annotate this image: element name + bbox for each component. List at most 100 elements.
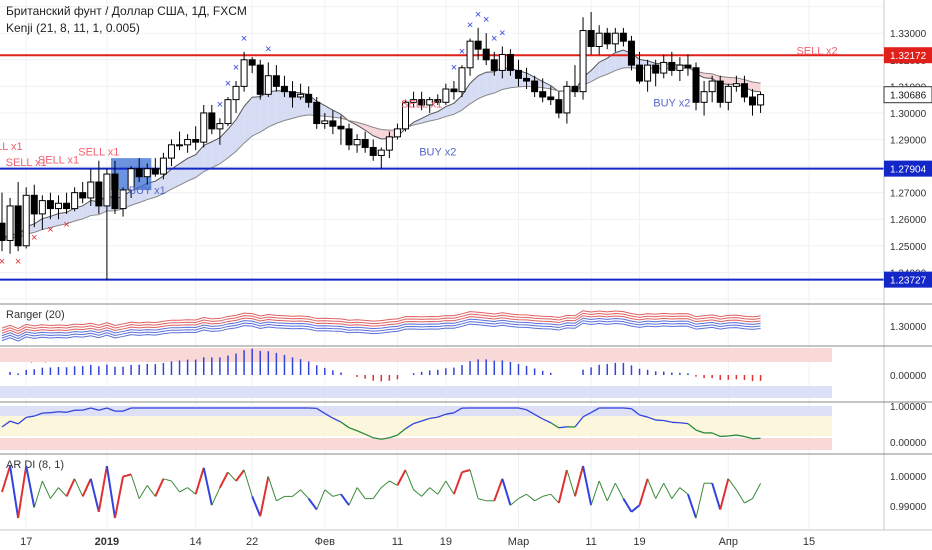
tdi-tick-high: 1.00000 <box>890 402 927 413</box>
tdi-line-segment <box>526 409 535 416</box>
price-tick-label: 1.26000 <box>890 215 927 226</box>
ardi-line-segment <box>574 465 585 497</box>
buy-cross-mark: × <box>451 62 457 74</box>
ardi-line-segment <box>671 487 681 499</box>
tdi-line-segment <box>437 413 447 418</box>
ardi-line-segment <box>526 493 535 502</box>
ranger-band <box>1 322 761 342</box>
candle-body <box>143 168 151 178</box>
candle-body <box>442 88 450 103</box>
ma-envelope-segment <box>591 62 600 82</box>
tdi-line-segment <box>26 415 35 418</box>
candle-body <box>95 181 103 207</box>
sell-cross-mark: × <box>0 256 5 268</box>
ma-envelope-segment <box>284 90 293 121</box>
candle-body <box>103 173 111 207</box>
ardi-line-segment <box>89 478 100 513</box>
candle-body <box>684 64 692 69</box>
time-tick-label: Фев <box>315 536 335 548</box>
candle-body <box>297 93 305 98</box>
ma-envelope-segment <box>324 105 333 118</box>
ardi-line-segment <box>227 471 237 482</box>
ardi-line-segment <box>501 478 512 506</box>
candle-body <box>603 32 611 45</box>
candle-body <box>272 75 280 87</box>
ma-envelope-segment <box>494 67 503 94</box>
ardi-line-segment <box>534 495 543 502</box>
tdi-line-segment <box>413 420 422 425</box>
candle-body <box>636 64 644 82</box>
ardi-line-segment <box>606 482 616 502</box>
candle-body <box>71 192 79 210</box>
level-price-tag-label: 1.23727 <box>890 276 927 287</box>
candle-body <box>523 77 531 82</box>
ardi-line-segment <box>187 487 196 495</box>
candle-body <box>30 194 38 215</box>
candle-body <box>619 32 627 42</box>
ranger-band <box>1 320 761 340</box>
time-tick-label: 19 <box>633 536 645 548</box>
ma-envelope-segment <box>615 50 624 71</box>
candle-body <box>757 94 765 106</box>
candle-body <box>531 80 539 93</box>
candle-body <box>652 64 660 74</box>
candle-body <box>506 53 514 71</box>
ardi-line-segment <box>81 478 92 497</box>
candle-body <box>579 30 587 93</box>
buy-cross-mark: × <box>499 28 505 40</box>
ma-envelope-segment <box>744 79 753 92</box>
candle-body <box>232 85 240 101</box>
ma-envelope-segment <box>179 158 188 186</box>
ma-envelope-segment <box>163 169 172 194</box>
candle-body <box>450 88 458 93</box>
candle-body <box>79 192 87 199</box>
candle-body <box>393 128 401 138</box>
candle-body <box>571 85 579 93</box>
ma-envelope-segment <box>260 91 269 133</box>
candle-body <box>38 200 46 215</box>
ardi-line-segment <box>380 480 390 488</box>
tdi-line-segment <box>663 419 672 423</box>
candle-body <box>611 32 619 45</box>
sub-panel-title: AR DI (8, 1) <box>6 459 64 471</box>
tdi-line-segment <box>550 422 560 429</box>
candle-body <box>700 91 708 103</box>
ardi-line-segment <box>582 465 593 506</box>
ma-envelope-segment <box>470 75 479 104</box>
ardi-line-segment <box>171 480 180 493</box>
candle-body <box>668 61 676 71</box>
ardi-line-segment <box>17 465 28 519</box>
ardi-line-segment <box>292 489 301 497</box>
candle-body <box>184 139 192 146</box>
candle-body <box>216 123 224 130</box>
candle-body <box>361 139 369 148</box>
ardi-line-segment <box>219 471 229 489</box>
candle-body <box>151 168 159 175</box>
ardi-line-segment <box>518 493 527 500</box>
candle-body <box>280 85 288 93</box>
ardi-line-segment <box>41 480 51 499</box>
ardi-line-segment <box>25 465 36 508</box>
ma-envelope-segment <box>453 95 462 115</box>
ardi-line-segment <box>307 498 318 511</box>
ardi-line-segment <box>687 493 697 519</box>
ma-envelope-segment <box>244 97 253 144</box>
candle-body <box>305 93 313 103</box>
tdi-line-segment <box>574 416 584 428</box>
candle-body <box>6 205 14 241</box>
level-price-tag-label: 1.32172 <box>890 51 927 62</box>
candle-body <box>514 69 522 79</box>
ardi-line-segment <box>752 483 762 499</box>
candle-body <box>627 40 635 66</box>
candle-body <box>240 59 248 87</box>
tdi-line-segment <box>558 426 567 429</box>
tdi-line-segment <box>429 416 438 419</box>
ma-envelope-segment <box>227 119 237 158</box>
tdi-line-segment <box>397 428 406 436</box>
tdi-line-segment <box>324 412 334 419</box>
candle-body <box>0 222 6 241</box>
current-price-label: 1.30686 <box>890 91 927 102</box>
ardi-line-segment <box>154 478 165 497</box>
